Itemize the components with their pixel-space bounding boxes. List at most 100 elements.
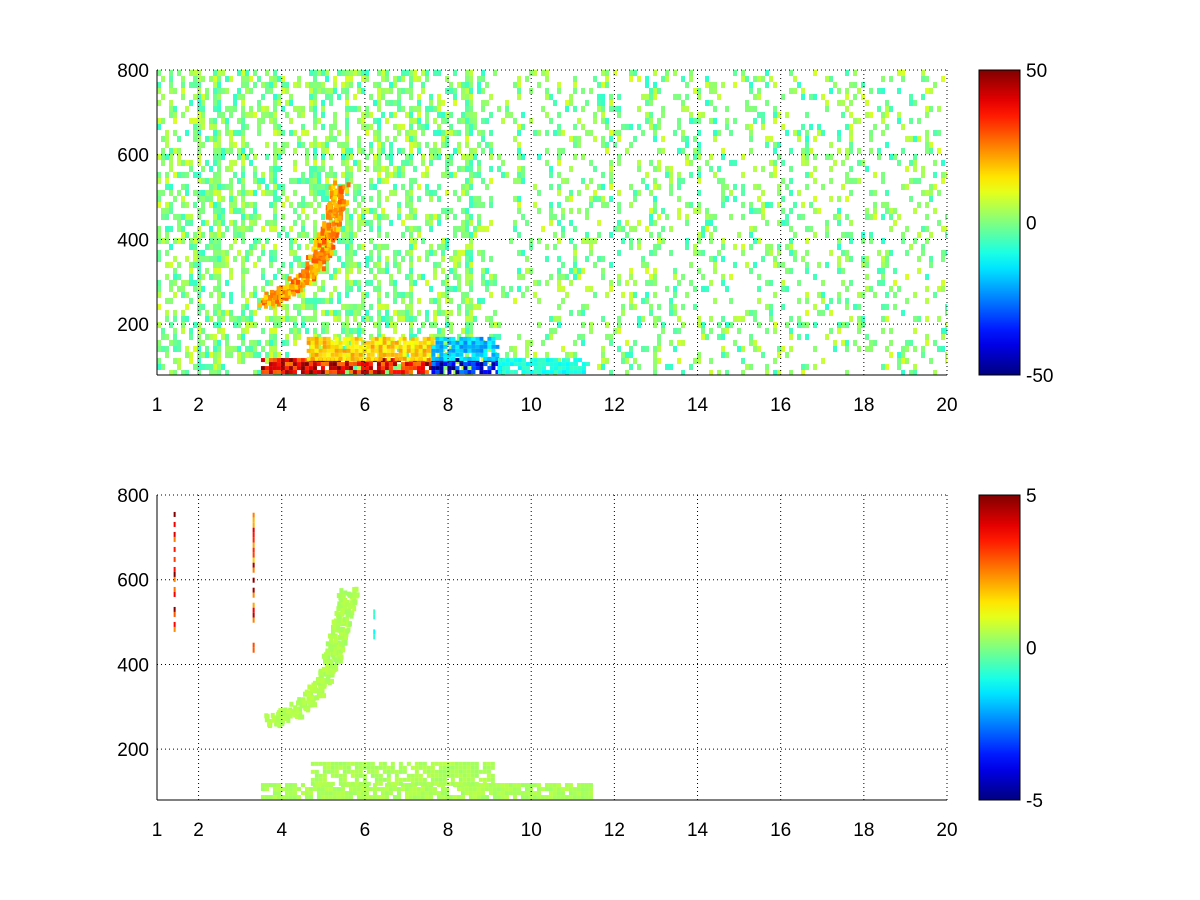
heatmap-cell xyxy=(165,310,169,316)
heatmap-cell xyxy=(440,795,445,800)
heatmap-cell xyxy=(805,148,809,154)
heatmap-cell xyxy=(521,166,525,172)
heatmap-cell xyxy=(429,220,433,226)
heatmap-cell xyxy=(338,356,343,361)
heatmap-cell xyxy=(277,316,281,322)
heatmap-cell xyxy=(297,76,301,82)
heatmap-cell xyxy=(277,130,281,136)
heatmap-cell xyxy=(201,118,205,124)
heatmap-cell xyxy=(588,795,593,800)
heatmap-cell xyxy=(209,166,213,172)
heatmap-cell xyxy=(305,273,310,279)
heatmap-cell xyxy=(472,791,477,796)
heatmap-cell xyxy=(753,208,757,214)
heatmap-cell xyxy=(491,362,496,367)
heatmap-cell xyxy=(325,268,329,274)
heatmap-cell xyxy=(777,154,781,160)
heatmap-cell xyxy=(289,130,293,136)
heatmap-cell xyxy=(501,160,505,166)
heatmap-cell xyxy=(193,232,197,238)
heatmap-cell xyxy=(741,250,745,256)
heatmap-cell xyxy=(339,641,344,647)
heatmap-cell xyxy=(471,348,476,353)
heatmap-cell xyxy=(649,112,653,118)
heatmap-cell xyxy=(401,256,405,262)
heatmap-cell xyxy=(241,136,245,142)
heatmap-cell xyxy=(173,280,177,286)
heatmap-cell xyxy=(544,787,549,792)
heatmap-cell xyxy=(345,82,349,88)
heatmap-cell xyxy=(465,106,469,112)
heatmap-cell xyxy=(785,286,789,292)
heatmap-cell xyxy=(318,356,323,361)
heatmap-cell xyxy=(925,238,929,244)
heatmap-cell xyxy=(201,178,205,184)
heatmap-cell xyxy=(765,370,769,375)
heatmap-cell xyxy=(334,340,339,345)
heatmap-cell xyxy=(332,370,337,375)
heatmap-cell xyxy=(897,88,901,94)
heatmap-cell xyxy=(349,256,353,262)
heatmap-cell xyxy=(225,226,229,232)
colorbar xyxy=(978,69,1021,376)
heatmap-cell xyxy=(729,322,733,328)
heatmap-cell xyxy=(221,334,225,340)
heatmap-cell xyxy=(657,358,661,364)
heatmap-cell xyxy=(581,310,585,316)
heatmap-cell xyxy=(281,304,285,310)
heatmap-cell xyxy=(161,148,165,154)
heatmap-cell xyxy=(221,148,225,154)
heatmap-cell xyxy=(437,244,441,250)
heatmap-cell xyxy=(437,196,441,202)
heatmap-cell xyxy=(769,202,773,208)
heatmap-cell xyxy=(649,94,653,100)
heatmap-cell xyxy=(273,172,277,178)
heatmap-cell xyxy=(418,348,423,353)
heatmap-cell xyxy=(374,773,379,778)
heatmap-cell xyxy=(413,238,417,244)
heatmap-cell xyxy=(573,262,577,268)
heatmap-cell xyxy=(345,166,349,172)
heatmap-cell xyxy=(358,344,363,349)
heatmap-cell xyxy=(413,166,417,172)
heatmap-cell xyxy=(653,124,657,130)
heatmap-cell xyxy=(381,76,385,82)
heatmap-cell xyxy=(422,340,427,345)
heatmap-cell xyxy=(649,250,653,256)
heatmap-cell xyxy=(443,356,448,361)
heatmap-cell xyxy=(352,362,357,367)
heatmap-cell xyxy=(237,178,241,184)
heatmap-cell xyxy=(697,232,701,238)
heatmap-cell xyxy=(572,791,577,796)
heatmap-cell xyxy=(541,358,546,363)
heatmap-cell xyxy=(509,358,514,363)
heatmap-cell xyxy=(725,352,729,358)
heatmap-cell xyxy=(801,214,805,220)
heatmap-cell xyxy=(447,356,452,361)
heatmap-cell xyxy=(257,124,261,130)
heatmap-cell xyxy=(273,142,277,148)
heatmap-cell xyxy=(345,136,349,142)
heatmap-cell xyxy=(441,118,445,124)
heatmap-cell xyxy=(328,795,333,800)
heatmap-cell xyxy=(336,226,341,232)
heatmap-cell xyxy=(885,124,889,130)
heatmap-cell xyxy=(181,82,185,88)
heatmap-cell xyxy=(409,214,413,220)
heatmap-cell xyxy=(459,356,464,361)
heatmap-cell xyxy=(637,244,641,250)
heatmap-cell xyxy=(477,304,481,310)
heatmap-cell xyxy=(885,292,889,298)
heatmap-cell xyxy=(326,340,331,345)
heatmap-cell xyxy=(257,100,261,106)
heatmap-cell xyxy=(377,94,381,100)
heatmap-cell xyxy=(845,256,849,262)
heatmap-cell xyxy=(296,362,301,367)
heatmap-cell xyxy=(568,791,573,796)
heatmap-cell xyxy=(269,226,273,232)
heatmap-cell xyxy=(217,286,221,292)
heatmap-cell xyxy=(613,130,617,136)
heatmap-cell xyxy=(281,262,285,268)
heatmap-cell xyxy=(157,232,161,238)
heatmap-cell xyxy=(429,148,433,154)
